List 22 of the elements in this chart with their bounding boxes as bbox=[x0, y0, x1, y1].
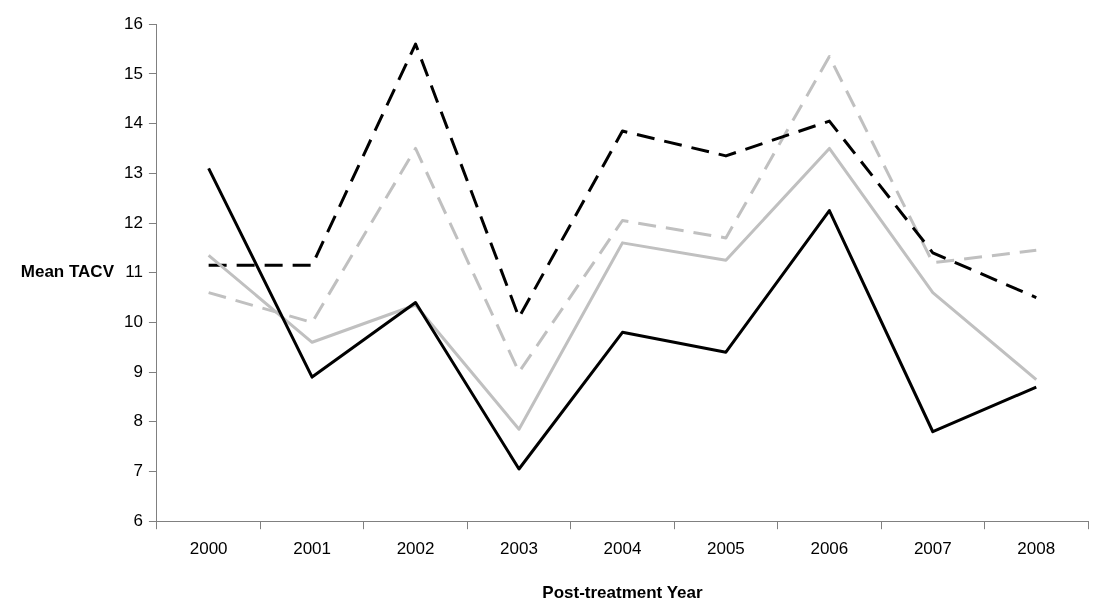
x-tick-label: 2002 bbox=[396, 539, 435, 559]
y-tick-label: 9 bbox=[133, 361, 143, 381]
x-tick-label: 2005 bbox=[707, 539, 745, 559]
y-tick-label: 15 bbox=[123, 63, 143, 83]
x-tick-label: 2007 bbox=[913, 539, 952, 559]
y-tick-label: 8 bbox=[133, 411, 143, 431]
y-tick-label: 7 bbox=[133, 461, 143, 481]
x-axis-title: Post-treatment Year bbox=[542, 583, 703, 603]
x-tick-label: 2006 bbox=[810, 539, 849, 559]
x-tick-label: 2001 bbox=[293, 539, 332, 559]
y-tick-label: 11 bbox=[125, 262, 143, 282]
y-tick-label: 10 bbox=[123, 312, 143, 332]
y-tick-label: 16 bbox=[123, 13, 143, 33]
y-axis-title: Mean TACV bbox=[20, 262, 115, 282]
y-tick-label: 13 bbox=[123, 162, 143, 182]
x-tick-label: 2000 bbox=[189, 539, 228, 559]
y-tick-label: 12 bbox=[123, 212, 143, 232]
x-tick-label: 2004 bbox=[603, 539, 642, 559]
x-tick-label: 2003 bbox=[500, 539, 538, 559]
x-tick-label: 2008 bbox=[1017, 539, 1056, 559]
y-tick-label: 6 bbox=[133, 510, 143, 530]
y-tick-label: 14 bbox=[123, 113, 143, 133]
